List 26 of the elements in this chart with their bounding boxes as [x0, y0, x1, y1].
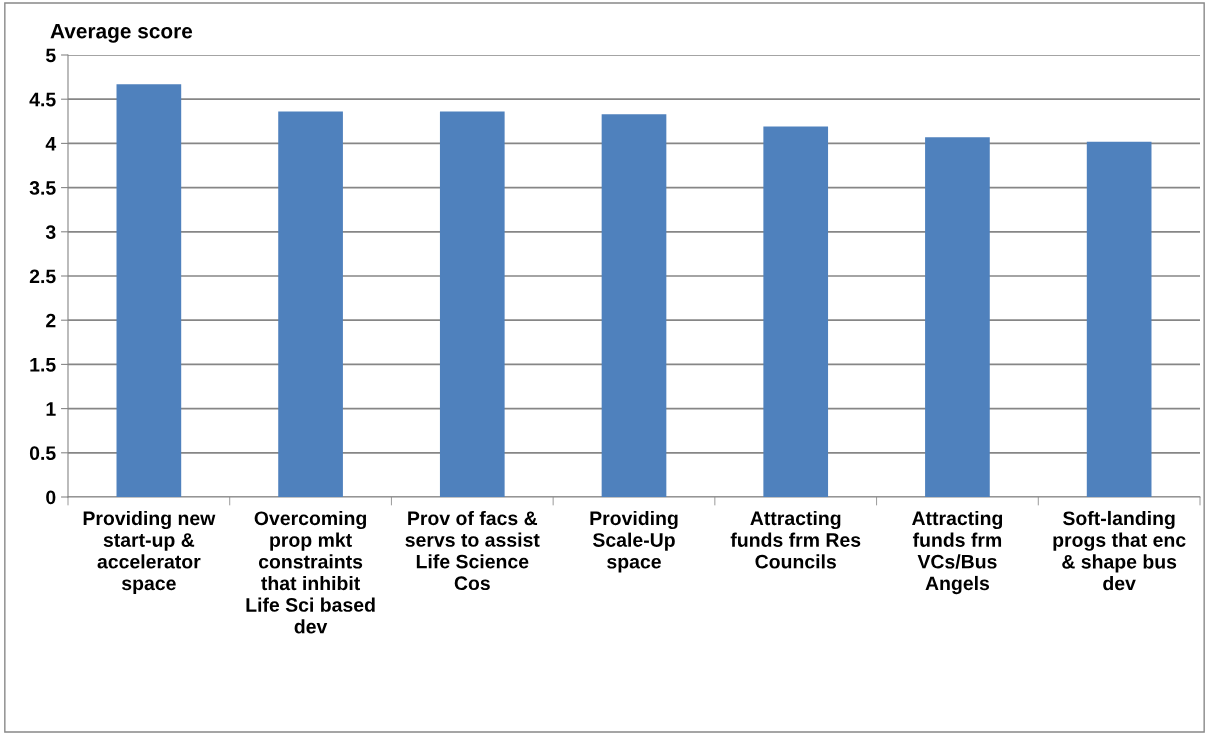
y-tick-label: 1	[46, 402, 56, 416]
x-tick-label: Attracting funds frm VCs/Bus Angels	[912, 510, 1003, 595]
bar	[763, 126, 829, 497]
x-tick-label: Providing Scale-Up space	[590, 510, 678, 573]
y-tick-label: 3	[45, 225, 56, 240]
x-tick-label: Providing new start-up & accelerator space	[83, 510, 216, 595]
y-tick-label: 4.5	[29, 92, 56, 107]
bar	[116, 84, 182, 497]
x-tick-label: Attracting funds frm Res Councils	[730, 510, 861, 569]
y-axis-title: Average score	[50, 23, 193, 43]
y-tick-label: 1.5	[30, 358, 56, 372]
bar	[601, 114, 667, 497]
y-tick-label: 2.5	[29, 269, 56, 284]
y-tick-label: 0.5	[29, 446, 56, 461]
y-tick-label: 4	[45, 137, 57, 151]
x-tick-label: Prov of facs & servs to assist Life Science Cos	[405, 510, 540, 591]
x-tick-label: Soft-landing progs that enc & shape bus dev	[1053, 510, 1186, 591]
bar	[439, 111, 505, 497]
y-tick-label: 0	[46, 490, 56, 505]
x-tick-label: Overcoming prop mkt constraints that inhibit Life Sci based dev	[246, 510, 375, 634]
bar	[925, 137, 990, 497]
y-tick-label: 5	[45, 48, 56, 63]
y-tick-label: 3.5	[29, 181, 56, 195]
y-tick-label: 2	[46, 313, 56, 328]
bar	[1086, 141, 1152, 497]
bar	[278, 111, 343, 497]
